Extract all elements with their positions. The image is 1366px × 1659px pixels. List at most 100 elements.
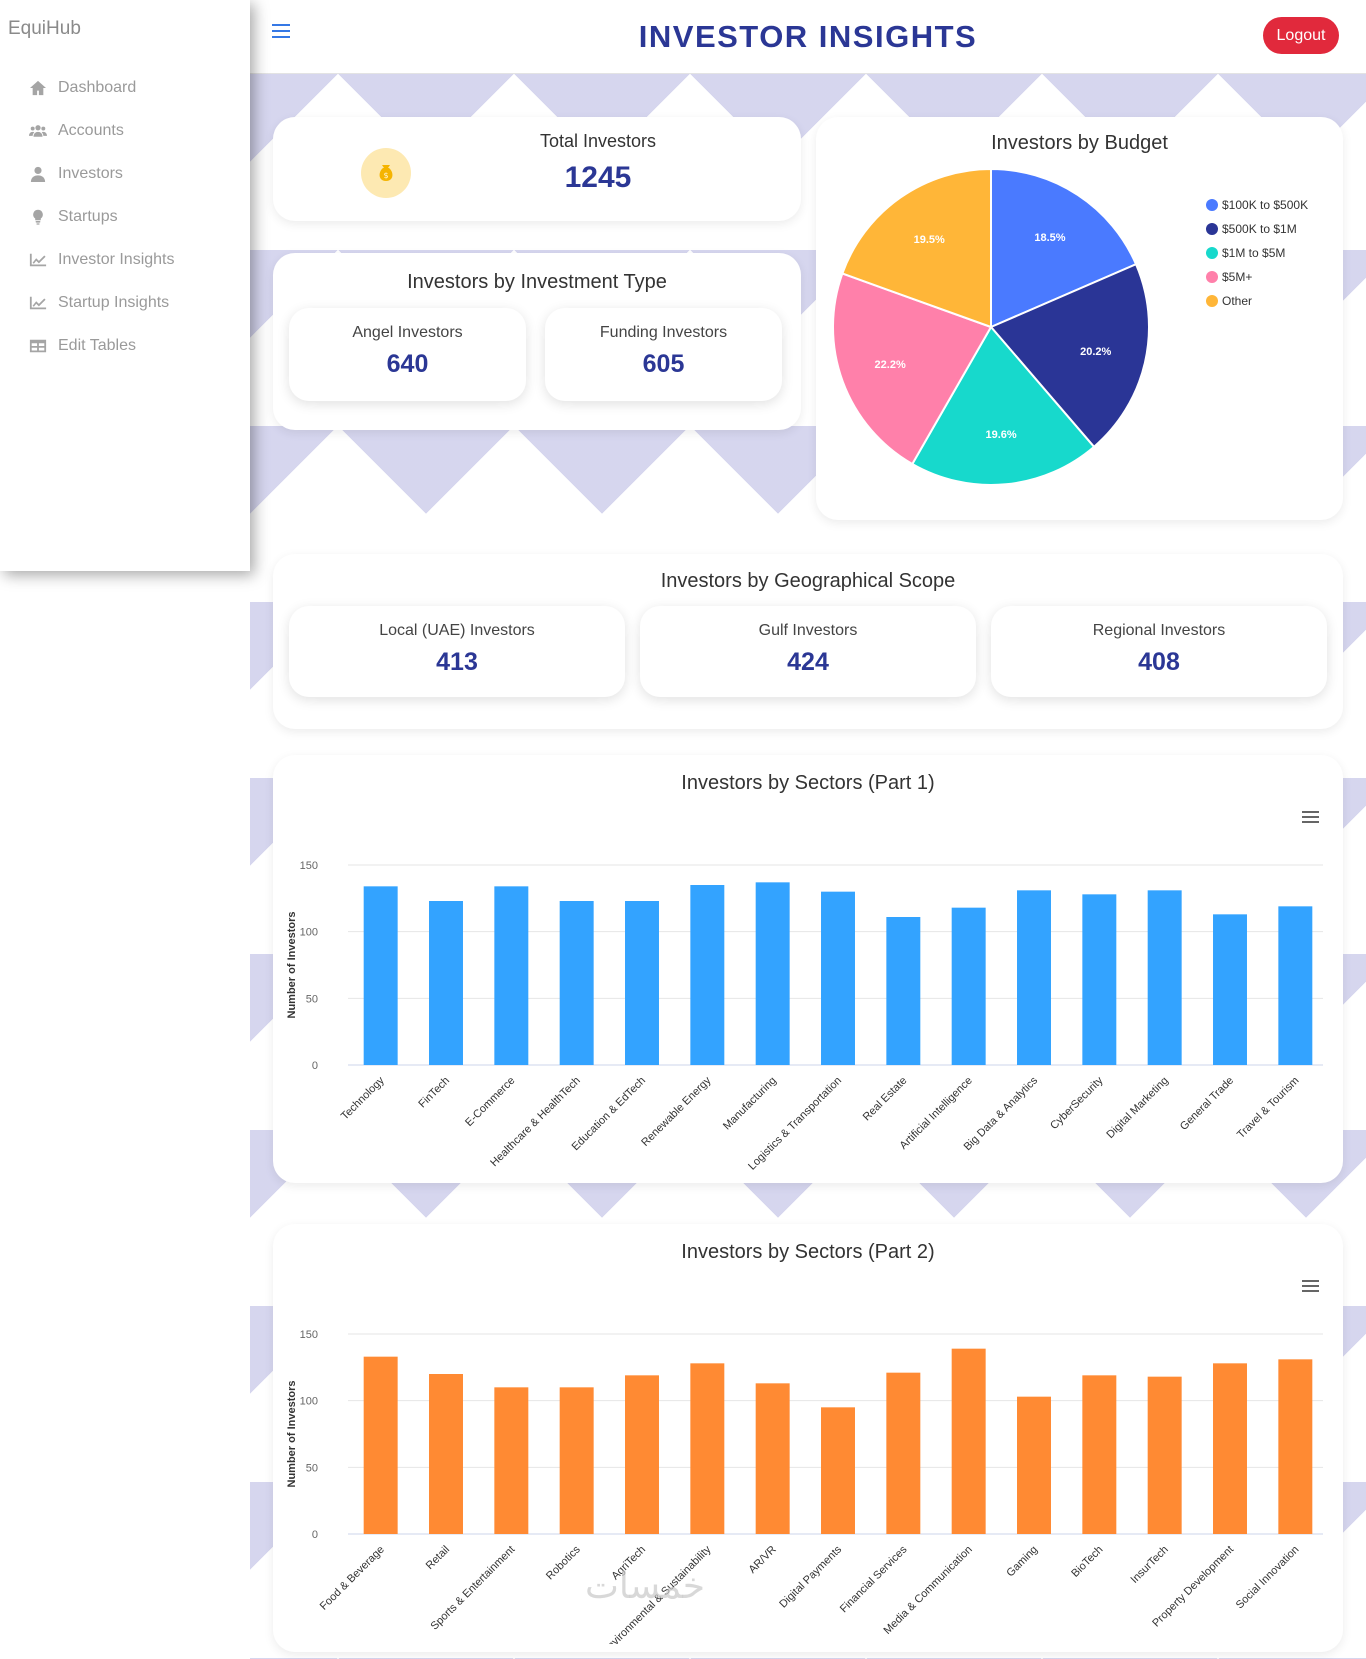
brand-logo[interactable]: EquiHub	[8, 18, 81, 39]
funding-investors-value: 605	[642, 350, 685, 378]
pie-slice[interactable]	[989, 262, 1150, 449]
bar[interactable]	[1213, 914, 1247, 1065]
bar[interactable]	[625, 901, 659, 1065]
x-tick-label: Real Estate	[861, 1075, 910, 1124]
x-tick-label: Gaming	[1004, 1544, 1040, 1580]
y-axis-label: Number of Investors	[286, 1381, 298, 1488]
bar[interactable]	[951, 907, 986, 1065]
bar[interactable]	[494, 1387, 529, 1534]
bar[interactable]	[1082, 1375, 1117, 1534]
bar[interactable]	[1082, 894, 1117, 1065]
bar[interactable]	[1213, 1363, 1247, 1534]
regional-investors-value: 408	[1138, 648, 1180, 676]
bar[interactable]	[690, 1363, 725, 1534]
pie-slice[interactable]	[990, 167, 1138, 329]
logout-button[interactable]: Logout	[1263, 17, 1339, 54]
sidebar-item-startups[interactable]: Startups	[0, 195, 250, 238]
bar[interactable]	[494, 886, 529, 1065]
bar[interactable]	[1017, 890, 1051, 1065]
x-tick-label: Social Innovation	[1234, 1544, 1302, 1612]
x-tick-label: Digital Marketing	[1104, 1075, 1170, 1141]
bar[interactable]	[625, 1375, 659, 1534]
sidebar-item-investors[interactable]: Investors	[0, 152, 250, 195]
legend-item[interactable]: $1M to $5M	[1206, 241, 1308, 265]
legend-item[interactable]: $5M+	[1206, 265, 1308, 289]
x-tick-label: E-Commerce	[463, 1075, 517, 1129]
bar[interactable]	[755, 1383, 790, 1534]
y-tick-label: 100	[300, 1396, 318, 1408]
budget-legend: $100K to $500K $500K to $1M $1M to $5M $5M+…	[1206, 193, 1308, 313]
bar[interactable]	[559, 901, 594, 1065]
bar[interactable]	[429, 901, 463, 1065]
pie-data-label: 19.6%	[986, 429, 1017, 441]
budget-card: Investors by Budget 18.5% 20.2% 19.6% 22.2%…	[816, 117, 1343, 520]
bar[interactable]	[559, 1387, 594, 1534]
bar[interactable]	[363, 1356, 398, 1534]
sidebar-item-label: Investor Insights	[58, 250, 175, 268]
bar[interactable]	[821, 1407, 855, 1534]
x-tick-label: Big Data & Analytics	[962, 1074, 1041, 1153]
gulf-investors-card: Gulf Investors 424	[640, 606, 976, 697]
bar[interactable]	[1278, 906, 1313, 1065]
sidebar-item-label: Investors	[58, 164, 123, 182]
sidebar-item-dashboard[interactable]: Dashboard	[0, 66, 250, 109]
chart-menu-icon[interactable]	[1302, 811, 1319, 823]
x-tick-label: FinTech	[416, 1075, 452, 1111]
top-header: INVESTOR INSIGHTS Logout	[250, 0, 1366, 74]
local-investors-card: Local (UAE) Investors 413	[289, 606, 625, 697]
pie-slice[interactable]	[841, 167, 992, 329]
bar[interactable]	[755, 882, 790, 1065]
bar[interactable]	[363, 886, 398, 1065]
angel-investors-label: Angel Investors	[352, 324, 463, 341]
x-tick-label: InsurTech	[1129, 1544, 1171, 1586]
legend-label: Other	[1222, 294, 1253, 308]
legend-swatch	[1206, 271, 1218, 283]
bar[interactable]	[1147, 1376, 1182, 1534]
regional-investors-label: Regional Investors	[1092, 622, 1226, 639]
y-tick-label: 150	[300, 1329, 318, 1341]
bar[interactable]	[429, 1374, 463, 1534]
bar[interactable]	[1147, 890, 1182, 1065]
bar[interactable]	[821, 891, 855, 1065]
bar[interactable]	[1017, 1396, 1051, 1534]
legend-item[interactable]: Other	[1206, 289, 1308, 313]
pie-data-label: 22.2%	[875, 359, 906, 371]
bar[interactable]	[886, 1372, 921, 1534]
legend-item[interactable]: $500K to $1M	[1206, 217, 1308, 241]
sidebar-item-investor-insights[interactable]: Investor Insights	[0, 238, 250, 281]
regional-investors-card: Regional Investors 408	[991, 606, 1327, 697]
legend-swatch	[1206, 199, 1218, 211]
pie-slice[interactable]	[910, 325, 1096, 486]
x-tick-label: Robotics	[544, 1543, 583, 1582]
hamburger-menu-icon[interactable]	[272, 24, 290, 40]
legend-swatch	[1206, 295, 1218, 307]
x-tick-label: General Trade	[1178, 1075, 1236, 1133]
x-tick-label: Food & Beverage	[318, 1544, 387, 1613]
pie-slice[interactable]	[832, 272, 993, 466]
x-tick-label: Artificial Intelligence	[898, 1075, 975, 1152]
sidebar-item-label: Dashboard	[58, 78, 137, 96]
sidebar-item-label: Startups	[58, 207, 118, 225]
legend-label: $1M to $5M	[1222, 246, 1286, 260]
funding-investors-label: Funding Investors	[599, 324, 728, 341]
total-investors-label: Total Investors	[539, 131, 657, 151]
legend-item[interactable]: $100K to $500K	[1206, 193, 1308, 217]
bar[interactable]	[886, 917, 921, 1065]
bar[interactable]	[1278, 1359, 1313, 1534]
sectors-part2-title: Investors by Sectors (Part 2)	[681, 1241, 935, 1263]
pie-data-label: 19.5%	[914, 234, 945, 246]
local-investors-label: Local (UAE) Investors	[379, 622, 535, 639]
sectors-part2-card: Investors by Sectors (Part 2) 0 50 100 150 N…	[273, 1224, 1343, 1652]
local-investors-value: 413	[436, 648, 478, 676]
money-bag-icon: $	[361, 148, 411, 198]
bar[interactable]	[951, 1348, 986, 1534]
watermark: خمسات	[585, 1566, 706, 1607]
legend-label: $5M+	[1222, 270, 1253, 284]
bar[interactable]	[690, 885, 725, 1065]
sidebar-item-edit-tables[interactable]: Edit Tables	[0, 324, 250, 367]
sidebar-item-startup-insights[interactable]: Startup Insights	[0, 281, 250, 324]
chart-menu-icon[interactable]	[1302, 1280, 1319, 1292]
y-tick-label: 50	[306, 1462, 318, 1474]
x-tick-label: Digital Payments	[777, 1543, 844, 1610]
sidebar-item-accounts[interactable]: Accounts	[0, 109, 250, 152]
